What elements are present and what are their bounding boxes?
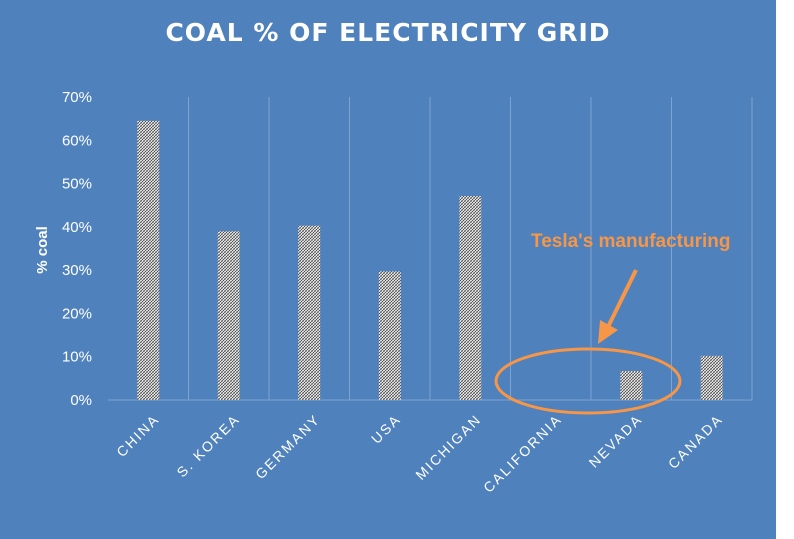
y-tick-label: 40% xyxy=(62,219,92,236)
bars xyxy=(137,120,723,401)
y-tick-label: 10% xyxy=(62,349,92,366)
x-category-label: CALIFORNIA xyxy=(480,411,565,496)
x-category-label: CANADA xyxy=(665,411,726,472)
annotation-arrowhead xyxy=(598,320,618,344)
bar-michigan xyxy=(459,196,482,400)
chart-title: COAL % OF ELECTRICITY GRID xyxy=(165,18,611,47)
y-tick-label: 70% xyxy=(62,89,92,106)
y-tick-label: 60% xyxy=(62,132,92,149)
x-category-label: S. KOREA xyxy=(173,411,242,480)
x-category-label: NEVADA xyxy=(586,411,646,471)
y-tick-label: 50% xyxy=(62,176,92,193)
chart-svg: 0% 10% 20% 30% 40% 50% 60% 70% CHINA S. KOREA GER… xyxy=(34,89,753,496)
bar-usa xyxy=(378,271,401,400)
x-category-labels: CHINA S. KOREA GERMANY USA MICHIGANCALIFORNI… xyxy=(113,411,726,496)
y-tick-label: 0% xyxy=(70,392,92,409)
y-tick-label: 30% xyxy=(62,262,92,279)
chart-area: COAL % OF ELECTRICITY GRID 0% 10% 20% 30% 40… xyxy=(0,0,776,539)
x-category-label: USA xyxy=(368,411,404,447)
gridlines xyxy=(108,97,753,401)
x-category-label: GERMANY xyxy=(252,411,323,482)
bar-canada xyxy=(700,355,723,400)
y-tick-label: 20% xyxy=(62,305,92,322)
bar-nevada xyxy=(620,370,643,400)
annotation-arrow-line xyxy=(606,269,638,328)
bar-s-korea xyxy=(217,231,240,400)
annotation-text: Tesla's manufacturing xyxy=(531,231,731,252)
x-category-label: MICHIGAN xyxy=(412,411,484,483)
y-axis-title: % coal xyxy=(34,226,51,274)
y-tick-labels: 0% 10% 20% 30% 40% 50% 60% 70% xyxy=(62,89,92,409)
bar-china xyxy=(137,120,160,401)
bar-germany xyxy=(298,225,321,400)
annotation: Tesla's manufacturing xyxy=(494,231,731,415)
x-category-label: CHINA xyxy=(113,411,162,460)
annotation-ellipse xyxy=(494,347,682,415)
